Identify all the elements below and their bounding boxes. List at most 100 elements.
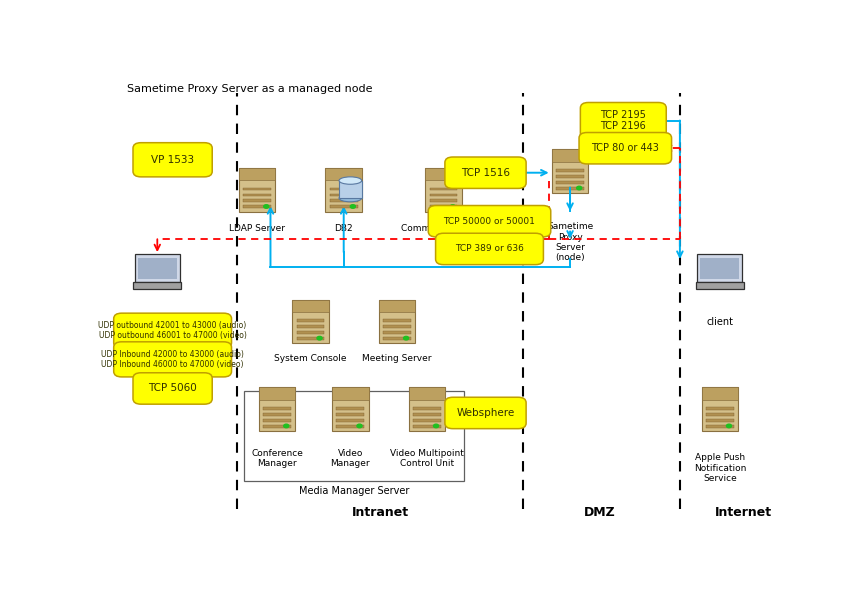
FancyBboxPatch shape: [337, 419, 364, 422]
FancyBboxPatch shape: [430, 194, 458, 196]
FancyBboxPatch shape: [706, 425, 734, 428]
Ellipse shape: [339, 194, 362, 202]
Text: client: client: [706, 317, 734, 327]
Text: DMZ: DMZ: [584, 506, 616, 519]
FancyBboxPatch shape: [135, 254, 180, 282]
Circle shape: [317, 337, 322, 340]
Text: Apple Push
Notification
Service: Apple Push Notification Service: [694, 453, 746, 483]
FancyBboxPatch shape: [413, 413, 441, 416]
FancyBboxPatch shape: [551, 149, 588, 161]
Text: Media Manager Server: Media Manager Server: [299, 487, 409, 496]
FancyBboxPatch shape: [263, 425, 291, 428]
FancyBboxPatch shape: [425, 168, 462, 180]
Text: UDP Inbound 42000 to 43000 (audio)
UDP Inbound 46000 to 47000 (video): UDP Inbound 42000 to 43000 (audio) UDP I…: [101, 350, 244, 369]
FancyBboxPatch shape: [113, 313, 232, 348]
FancyBboxPatch shape: [330, 199, 357, 202]
Text: Websphere: Websphere: [456, 408, 515, 418]
FancyBboxPatch shape: [429, 206, 551, 237]
FancyBboxPatch shape: [581, 103, 667, 139]
Text: TCP 80 or 443: TCP 80 or 443: [591, 143, 659, 153]
FancyBboxPatch shape: [706, 419, 734, 422]
Text: TCP 1516: TCP 1516: [461, 168, 510, 178]
FancyBboxPatch shape: [436, 233, 544, 265]
FancyBboxPatch shape: [556, 187, 584, 190]
Text: Video
Manager: Video Manager: [331, 449, 370, 468]
Ellipse shape: [339, 177, 362, 184]
FancyBboxPatch shape: [243, 205, 271, 208]
FancyBboxPatch shape: [296, 325, 325, 328]
FancyBboxPatch shape: [409, 388, 445, 400]
FancyBboxPatch shape: [133, 282, 181, 289]
FancyBboxPatch shape: [239, 168, 276, 212]
FancyBboxPatch shape: [556, 181, 584, 184]
Text: LDAP Server: LDAP Server: [229, 224, 285, 233]
FancyBboxPatch shape: [430, 188, 458, 190]
Circle shape: [283, 424, 289, 428]
FancyBboxPatch shape: [263, 419, 291, 422]
FancyBboxPatch shape: [556, 169, 584, 172]
FancyBboxPatch shape: [243, 194, 271, 196]
FancyBboxPatch shape: [556, 175, 584, 178]
FancyBboxPatch shape: [696, 282, 744, 289]
FancyBboxPatch shape: [337, 425, 364, 428]
FancyBboxPatch shape: [339, 181, 362, 198]
Circle shape: [450, 205, 455, 208]
FancyBboxPatch shape: [332, 388, 369, 431]
Text: DB2: DB2: [334, 224, 353, 233]
FancyBboxPatch shape: [409, 388, 445, 431]
FancyBboxPatch shape: [379, 299, 415, 312]
FancyBboxPatch shape: [113, 342, 232, 377]
Text: Community Server: Community Server: [401, 224, 486, 233]
Text: client: client: [143, 317, 171, 327]
Text: UDP outbound 42001 to 43000 (audio)
UDP outbound 46001 to 47000 (video): UDP outbound 42001 to 43000 (audio) UDP …: [99, 321, 247, 340]
Text: Meeting Server: Meeting Server: [362, 354, 432, 363]
FancyBboxPatch shape: [702, 388, 738, 400]
FancyBboxPatch shape: [243, 199, 271, 202]
FancyBboxPatch shape: [383, 319, 411, 322]
FancyBboxPatch shape: [133, 143, 212, 177]
Text: TCP 2195
TCP 2196: TCP 2195 TCP 2196: [600, 110, 646, 131]
Text: Sametime Proxy Server as a managed node: Sametime Proxy Server as a managed node: [127, 83, 373, 94]
Text: Conference
Manager: Conference Manager: [251, 449, 303, 468]
FancyBboxPatch shape: [383, 331, 411, 334]
FancyBboxPatch shape: [133, 373, 212, 404]
FancyBboxPatch shape: [698, 254, 742, 282]
Text: Intranet: Intranet: [351, 506, 409, 519]
FancyBboxPatch shape: [445, 397, 526, 428]
FancyBboxPatch shape: [137, 258, 177, 280]
Circle shape: [357, 424, 362, 428]
FancyBboxPatch shape: [379, 299, 415, 343]
FancyBboxPatch shape: [413, 425, 441, 428]
FancyBboxPatch shape: [326, 168, 362, 212]
Text: TCP 50000 or 50001: TCP 50000 or 50001: [443, 217, 535, 226]
FancyBboxPatch shape: [330, 205, 357, 208]
FancyBboxPatch shape: [579, 133, 672, 164]
FancyBboxPatch shape: [551, 149, 588, 193]
Circle shape: [576, 186, 582, 190]
FancyBboxPatch shape: [239, 168, 276, 180]
FancyBboxPatch shape: [259, 388, 295, 431]
Text: VP 1533: VP 1533: [151, 155, 194, 165]
FancyBboxPatch shape: [326, 168, 362, 180]
Text: System Console: System Console: [274, 354, 347, 363]
FancyBboxPatch shape: [332, 388, 369, 400]
FancyBboxPatch shape: [337, 413, 364, 416]
FancyBboxPatch shape: [259, 388, 295, 400]
FancyBboxPatch shape: [413, 407, 441, 410]
FancyBboxPatch shape: [702, 388, 738, 431]
FancyBboxPatch shape: [413, 419, 441, 422]
FancyBboxPatch shape: [296, 319, 325, 322]
FancyBboxPatch shape: [383, 325, 411, 328]
Text: Video Multipoint
Control Unit: Video Multipoint Control Unit: [390, 449, 464, 468]
FancyBboxPatch shape: [706, 413, 734, 416]
Circle shape: [264, 205, 269, 208]
FancyBboxPatch shape: [700, 258, 740, 280]
Text: TCP 389 or 636: TCP 389 or 636: [455, 244, 524, 253]
FancyBboxPatch shape: [292, 299, 329, 343]
FancyBboxPatch shape: [430, 199, 458, 202]
FancyBboxPatch shape: [383, 337, 411, 340]
FancyBboxPatch shape: [706, 407, 734, 410]
FancyBboxPatch shape: [445, 157, 526, 188]
FancyBboxPatch shape: [425, 168, 462, 212]
FancyBboxPatch shape: [263, 407, 291, 410]
